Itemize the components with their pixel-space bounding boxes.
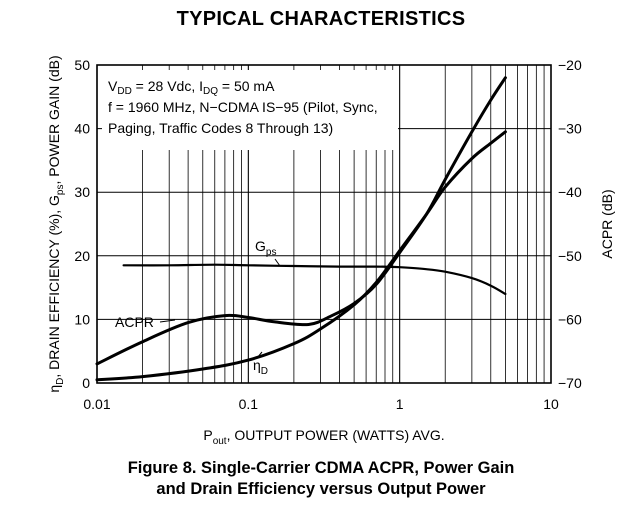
x-tick-label: 0.01: [83, 396, 110, 412]
annotation-line-3: Paging, Traffic Codes 8 Through 13): [108, 120, 333, 136]
x-axis-label: Pout, OUTPUT POWER (WATTS) AVG.: [203, 427, 444, 447]
gps-curve-label: Gps: [255, 238, 276, 258]
y2-tick-label: −30: [558, 121, 582, 137]
y-tick-label: 30: [74, 184, 90, 200]
acpr-curve-label: ACPR: [115, 314, 154, 330]
ticks: 0 10 20 30 40 50 −70 −60 −50 −40 −30 −20 0.01 0.1 1 10: [74, 57, 582, 412]
x-tick-label: 10: [543, 396, 559, 412]
y-tick-label: 20: [74, 248, 90, 264]
y2-tick-label: −40: [558, 184, 582, 200]
caption-line-2: and Drain Efficiency versus Output Power: [156, 480, 486, 498]
figure-caption: Figure 8. Single-Carrier CDMA ACPR, Powe…: [0, 458, 642, 500]
y-tick-label: 0: [82, 375, 90, 391]
gps-leader-line: [274, 258, 281, 267]
annotation-line-2: f = 1960 MHz, N−CDMA IS−95 (Pilot, Sync,: [108, 99, 378, 115]
y2-tick-label: −50: [558, 248, 582, 264]
y2-axis-label: ACPR (dB): [599, 189, 615, 258]
plot-frame: [96, 64, 552, 384]
x-tick-label: 0.1: [239, 396, 259, 412]
gps-curve: [122, 263, 507, 296]
section-header: TYPICAL CHARACTERISTICS: [176, 8, 466, 30]
curves: [95, 76, 507, 382]
y2-tick-label: −60: [558, 311, 582, 327]
y2-tick-label: −20: [558, 57, 582, 73]
acpr-leader-line: [159, 319, 176, 323]
y-tick-label: 10: [74, 311, 90, 327]
y-tick-label: 50: [74, 57, 90, 73]
y-tick-label: 40: [74, 121, 90, 137]
acpr-curve: [95, 76, 507, 366]
eta-leader-line: [256, 351, 263, 359]
x-tick-label: 1: [396, 396, 404, 412]
annotation-line-1: VDD = 28 Vdc, IDQ = 50 mA: [108, 78, 275, 97]
annotation-box: [102, 70, 398, 150]
eta-curve-label: ηD: [253, 357, 268, 377]
y-axis-label: ηD, DRAIN EFFICIENCY (%), Gps, POWER GAI…: [46, 55, 66, 392]
caption-line-1: Figure 8. Single-Carrier CDMA ACPR, Powe…: [127, 459, 515, 477]
y2-tick-label: −70: [558, 375, 582, 391]
